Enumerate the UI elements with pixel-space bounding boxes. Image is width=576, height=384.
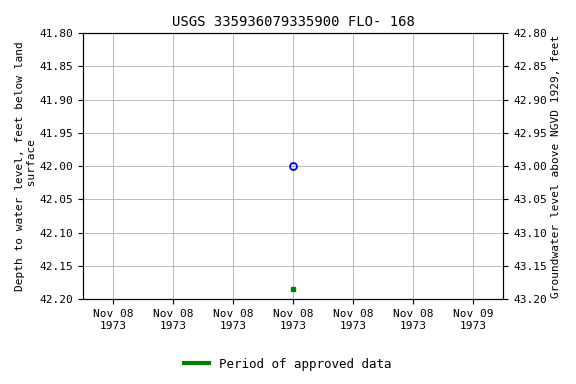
Title: USGS 335936079335900 FLO- 168: USGS 335936079335900 FLO- 168 (172, 15, 415, 29)
Y-axis label: Depth to water level, feet below land
 surface: Depth to water level, feet below land su… (15, 41, 37, 291)
Y-axis label: Groundwater level above NGVD 1929, feet: Groundwater level above NGVD 1929, feet (551, 35, 561, 298)
Legend: Period of approved data: Period of approved data (179, 353, 397, 376)
